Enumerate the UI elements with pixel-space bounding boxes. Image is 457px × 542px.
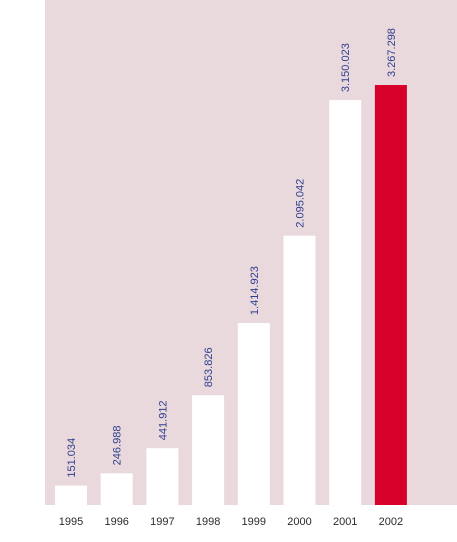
value-label-1996: 246.988 (112, 426, 124, 466)
bar-2002 (374, 85, 407, 505)
x-tick-label-1995: 1995 (59, 516, 83, 528)
value-label-1998: 853.826 (203, 347, 215, 387)
bar-1995 (55, 485, 87, 505)
x-tick-label-1996: 1996 (104, 516, 128, 528)
bar-1998 (192, 395, 225, 505)
x-tick-label-2001: 2001 (333, 516, 357, 528)
value-label-1997: 441.912 (157, 400, 169, 440)
x-tick-labels-group: 1995 1996 1997 1998 1999 2000 2001 2002 (59, 516, 403, 528)
x-tick-label-1998: 1998 (196, 516, 220, 528)
bar-2000 (283, 235, 316, 505)
value-label-1999: 1.414.923 (249, 266, 261, 315)
bar-1997 (146, 448, 179, 505)
x-tick-label-2000: 2000 (287, 516, 311, 528)
x-tick-label-1997: 1997 (150, 516, 174, 528)
bars-group (55, 85, 407, 505)
value-label-1995: 151.034 (66, 438, 78, 478)
value-label-2000: 2.095.042 (295, 179, 307, 228)
x-tick-label-2002: 2002 (379, 516, 403, 528)
value-label-2001: 3.150.023 (340, 43, 352, 92)
value-label-2002: 3.267.298 (386, 28, 398, 77)
bar-1996 (100, 473, 133, 505)
x-tick-label-1999: 1999 (242, 516, 266, 528)
value-labels-group: 151.034 246.988 441.912 853.826 1.414.923 2.0… (66, 28, 398, 478)
bar-2001 (329, 100, 362, 505)
bar-1999 (237, 323, 270, 505)
